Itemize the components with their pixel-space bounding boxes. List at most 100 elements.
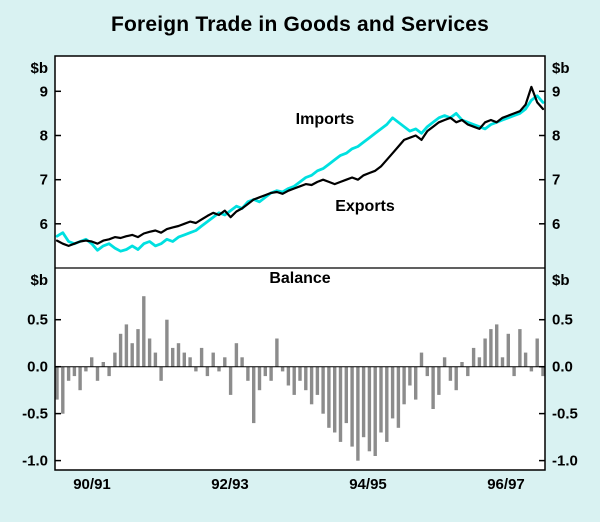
balance-bar bbox=[171, 347, 175, 367]
balance-bar bbox=[298, 366, 302, 381]
balance-bar bbox=[182, 352, 186, 367]
balance-bar bbox=[217, 366, 221, 372]
balance-bar bbox=[344, 366, 348, 424]
balance-bar bbox=[124, 324, 129, 367]
balance-bar bbox=[61, 366, 65, 414]
y-tick-label-right: 0.0 bbox=[552, 359, 573, 376]
balance-bar bbox=[136, 329, 140, 367]
balance-bar bbox=[275, 338, 279, 367]
balance-bars bbox=[55, 296, 545, 461]
balance-bar bbox=[523, 352, 528, 367]
balance-bar bbox=[356, 366, 360, 461]
y-tick-label-right: 7 bbox=[552, 172, 560, 189]
y-tick-label-left: 7 bbox=[40, 172, 48, 189]
balance-bar bbox=[153, 352, 158, 367]
plot-background bbox=[55, 56, 545, 470]
balance-bar bbox=[489, 329, 493, 367]
balance-bar bbox=[315, 366, 320, 395]
y-tick-label-left: 0.0 bbox=[27, 359, 48, 376]
balance-bar bbox=[223, 357, 227, 367]
balance-bar bbox=[408, 366, 412, 386]
balance-bar bbox=[165, 319, 169, 367]
y-tick-label-right: 8 bbox=[552, 128, 560, 145]
y-tick-label-right: 6 bbox=[552, 216, 560, 233]
plot-border bbox=[54, 55, 546, 471]
balance-bar bbox=[396, 366, 401, 428]
balance-bar bbox=[263, 366, 267, 377]
balance-bar bbox=[327, 366, 331, 428]
balance-bar bbox=[280, 366, 285, 372]
balance-bar bbox=[113, 352, 117, 367]
balance-bar bbox=[518, 329, 522, 367]
balance-bar bbox=[500, 357, 505, 367]
balance-bar bbox=[350, 366, 354, 447]
balance-bar bbox=[147, 338, 152, 367]
balance-bar bbox=[228, 366, 233, 395]
x-axis-label-92-93: 92/93 bbox=[211, 476, 249, 493]
balance-bar bbox=[246, 366, 250, 381]
y-tick-label-right: -1.0 bbox=[552, 453, 578, 470]
balance-bar bbox=[414, 366, 418, 400]
balance-bar bbox=[466, 366, 470, 377]
balance-bar bbox=[471, 347, 476, 367]
balance-bar bbox=[234, 343, 239, 367]
y-tick-label-left: -1.0 bbox=[22, 453, 48, 470]
balance-bar bbox=[240, 357, 244, 367]
balance-bar bbox=[483, 338, 487, 367]
y-tick-label-right: -0.5 bbox=[552, 406, 578, 423]
balance-bar bbox=[101, 362, 105, 367]
balance-bar bbox=[130, 343, 134, 367]
balance-bar bbox=[495, 324, 499, 367]
balance-bar bbox=[90, 357, 94, 367]
unit-label-mid-right: $b bbox=[552, 272, 570, 289]
balance-bar bbox=[142, 296, 146, 367]
balance-bar bbox=[84, 366, 88, 372]
x-axis-label-96-97: 96/97 bbox=[487, 476, 525, 493]
balance-bar bbox=[269, 366, 273, 381]
unit-label-top-right: $b bbox=[552, 60, 570, 77]
balance-bar bbox=[448, 366, 453, 381]
balance-bar bbox=[454, 366, 458, 391]
balance-bar bbox=[176, 343, 181, 367]
balance-bar bbox=[194, 366, 198, 372]
balance-bar bbox=[379, 366, 383, 433]
balance-bar bbox=[402, 366, 406, 405]
balance-bar bbox=[95, 366, 100, 381]
balance-bar bbox=[107, 366, 111, 377]
y-tick-label-right: 9 bbox=[552, 83, 560, 100]
balance-bar bbox=[188, 357, 192, 367]
balance-bar bbox=[55, 366, 59, 400]
balance-bar bbox=[321, 366, 325, 414]
balance-bar bbox=[257, 366, 262, 391]
exports-line bbox=[55, 85, 545, 247]
balance-bar bbox=[535, 338, 539, 367]
y-tick-label-left: 0.5 bbox=[27, 312, 48, 329]
balance-bar bbox=[477, 357, 482, 367]
balance-bar bbox=[292, 366, 296, 395]
y-tick-label-left: 8 bbox=[40, 128, 48, 145]
balance-bar bbox=[460, 362, 464, 367]
y-tick-label-left: 6 bbox=[40, 216, 48, 233]
balance-bar bbox=[506, 333, 510, 367]
y-tick-label-right: 0.5 bbox=[552, 312, 573, 329]
balance-bar bbox=[78, 366, 82, 391]
balance-bar bbox=[252, 366, 256, 424]
y-tick-label-left: -0.5 bbox=[22, 406, 48, 423]
balance-bar bbox=[419, 352, 424, 367]
balance-bar bbox=[541, 366, 545, 377]
balance-bar bbox=[338, 366, 343, 442]
balance-panel-label: Balance bbox=[269, 270, 331, 287]
balance-bar bbox=[304, 366, 308, 391]
balance-bar bbox=[118, 333, 123, 367]
balance-bar bbox=[309, 366, 314, 405]
x-axis-label-94-95: 94/95 bbox=[349, 476, 387, 493]
balance-bar bbox=[367, 366, 372, 452]
balance-bar bbox=[385, 366, 389, 442]
balance-bar bbox=[199, 347, 204, 367]
unit-label-mid-left: $b bbox=[30, 272, 48, 289]
balance-bar bbox=[512, 366, 516, 377]
balance-bar bbox=[442, 357, 447, 367]
imports-series-label: Imports bbox=[295, 111, 355, 128]
